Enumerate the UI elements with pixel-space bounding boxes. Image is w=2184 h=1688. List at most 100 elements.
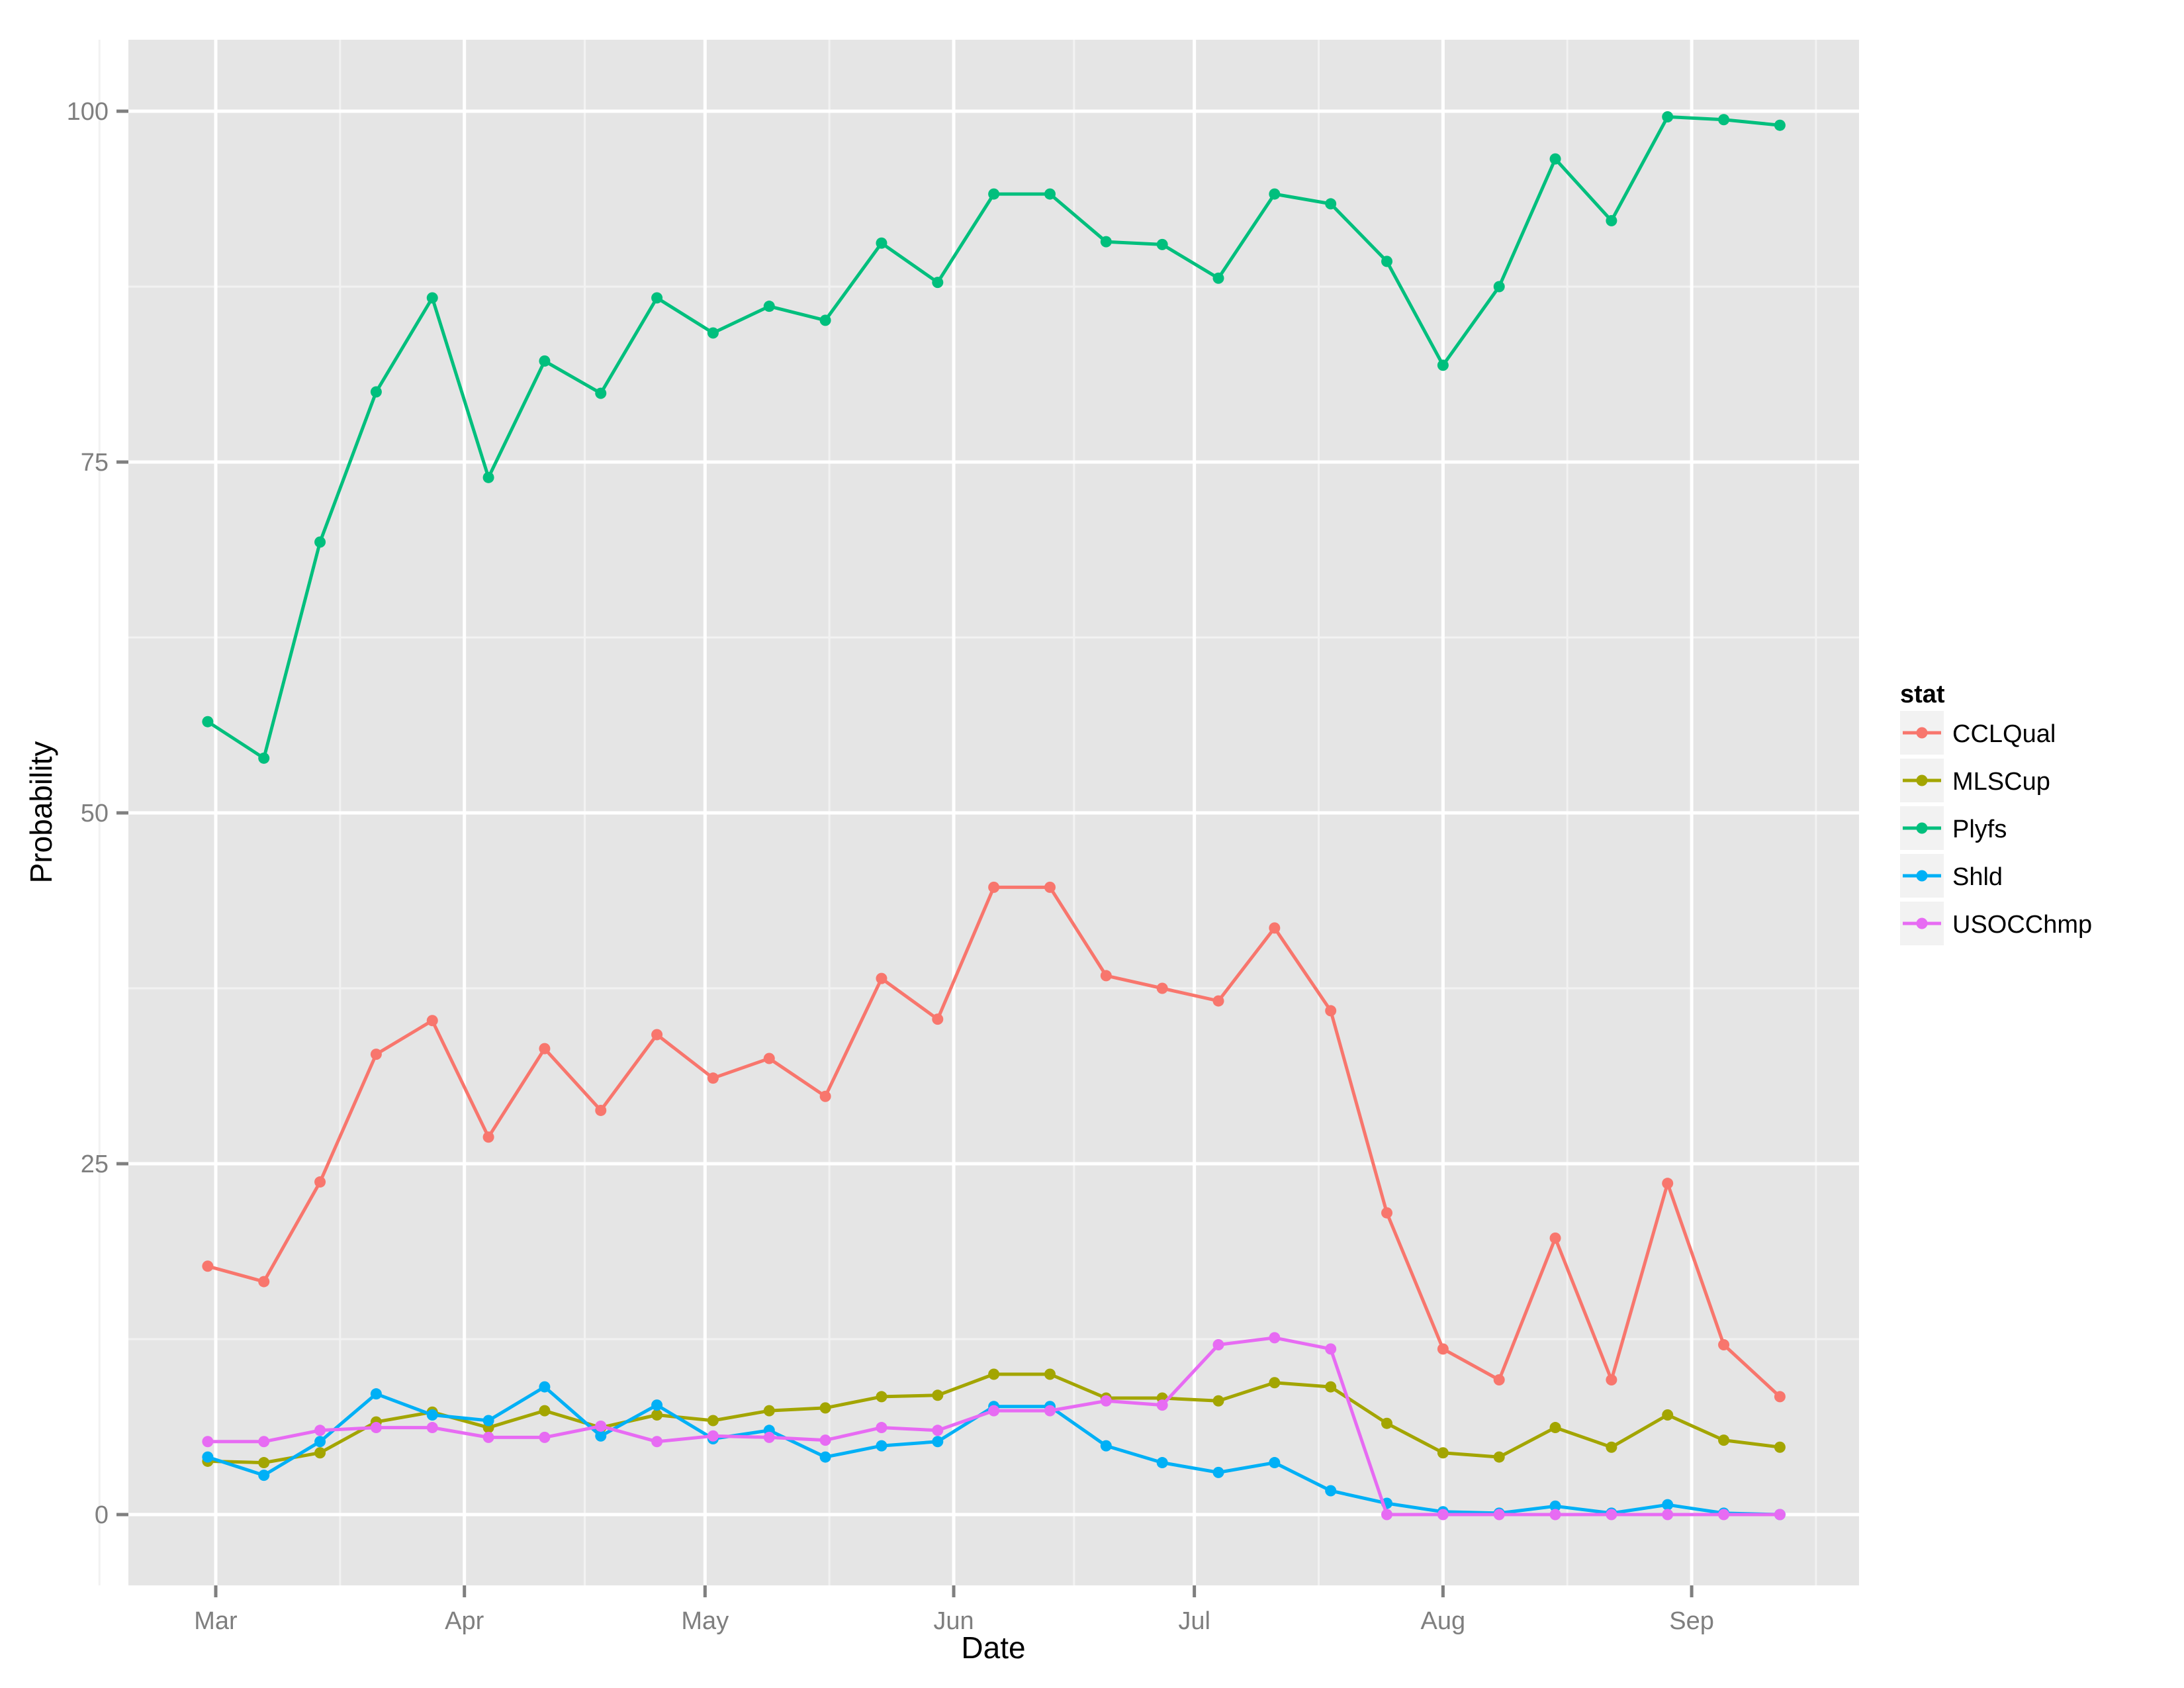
data-point: [1549, 153, 1561, 165]
data-point: [819, 1434, 831, 1446]
data-point: [482, 1131, 494, 1143]
data-point: [763, 1431, 775, 1443]
data-point: [202, 1436, 214, 1448]
data-point: [707, 327, 719, 339]
data-point: [539, 1381, 551, 1393]
x-axis-title: Date: [961, 1630, 1025, 1665]
data-point: [707, 1072, 719, 1084]
data-point: [1325, 198, 1337, 210]
legend-key-point: [1916, 774, 1928, 786]
data-point: [1100, 970, 1112, 982]
data-point: [258, 1457, 270, 1469]
data-point: [876, 972, 887, 984]
data-point: [202, 716, 214, 727]
data-point: [988, 1405, 1000, 1417]
data-point: [1662, 1409, 1674, 1421]
data-point: [1156, 1457, 1168, 1469]
y-axis-title: Probability: [24, 741, 58, 884]
data-point: [1774, 1509, 1786, 1521]
y-axis: 0 25 50 75 100: [67, 98, 128, 1529]
y-tick-label: 0: [95, 1501, 109, 1529]
data-point: [1381, 1207, 1393, 1219]
x-tick-label: Jun: [933, 1607, 974, 1635]
legend-label: Plyfs: [1952, 816, 2007, 843]
legend-label: USOCChmp: [1952, 911, 2092, 939]
legend-item-usocchmp: USOCChmp: [1900, 902, 2092, 945]
data-point: [763, 301, 775, 312]
data-point: [426, 292, 438, 304]
data-point: [763, 1405, 775, 1417]
x-tick-label: Aug: [1421, 1607, 1466, 1635]
data-point: [1325, 1005, 1337, 1017]
data-point: [539, 1405, 551, 1417]
legend-key-point: [1916, 727, 1928, 739]
data-point: [1774, 1441, 1786, 1453]
data-point: [1269, 188, 1281, 200]
legend-key-point: [1916, 870, 1928, 882]
data-point: [1662, 1509, 1674, 1521]
data-point: [1493, 1509, 1505, 1521]
data-point: [1044, 1405, 1056, 1417]
data-point: [1156, 982, 1168, 994]
data-point: [595, 1420, 607, 1432]
data-point: [258, 1470, 270, 1481]
data-point: [314, 1425, 326, 1436]
data-point: [1212, 272, 1224, 284]
data-point: [1606, 214, 1617, 226]
data-point: [1774, 119, 1786, 131]
legend-item-cclqual: CCLQual: [1900, 711, 2056, 755]
legend-item-shld: Shld: [1900, 854, 2003, 898]
data-point: [1269, 1377, 1281, 1389]
data-point: [819, 1090, 831, 1102]
data-point: [1381, 1417, 1393, 1429]
data-point: [258, 1436, 270, 1448]
data-point: [482, 471, 494, 483]
series-plyfs: [202, 111, 1786, 764]
data-point: [932, 277, 944, 289]
data-point: [1100, 1395, 1112, 1407]
x-tick-label: Jul: [1178, 1607, 1210, 1635]
data-point: [1549, 1232, 1561, 1244]
data-point: [932, 1013, 944, 1025]
data-point: [1269, 1332, 1281, 1344]
data-point: [707, 1430, 719, 1442]
data-point: [370, 1049, 382, 1060]
data-point: [258, 1276, 270, 1288]
data-point: [482, 1431, 494, 1443]
data-point: [1212, 1338, 1224, 1350]
data-point: [1100, 1440, 1112, 1452]
data-point: [1325, 1381, 1337, 1393]
data-point: [1212, 995, 1224, 1007]
x-axis: Mar Apr May Jun Jul Aug Sep: [194, 1585, 1714, 1635]
data-point: [988, 188, 1000, 200]
data-point: [1269, 1457, 1281, 1469]
data-point: [1156, 238, 1168, 250]
data-point: [539, 1043, 551, 1055]
data-point: [1437, 359, 1449, 371]
data-point: [819, 314, 831, 326]
x-tick-label: May: [681, 1607, 729, 1635]
data-point: [1212, 1395, 1224, 1407]
legend-label: CCLQual: [1952, 720, 2056, 748]
x-tick-label: Mar: [194, 1607, 238, 1635]
data-point: [1437, 1447, 1449, 1459]
data-point: [1493, 1451, 1505, 1463]
data-point: [651, 1436, 663, 1448]
data-point: [314, 1176, 326, 1188]
data-point: [539, 1431, 551, 1443]
data-point: [370, 1422, 382, 1434]
data-point: [1662, 1499, 1674, 1511]
y-tick-label: 50: [81, 800, 109, 827]
data-point: [314, 536, 326, 548]
data-point: [202, 1260, 214, 1272]
data-point: [1718, 1338, 1730, 1350]
data-point: [1325, 1485, 1337, 1497]
legend-label: MLSCup: [1952, 768, 2050, 796]
data-point: [1493, 281, 1505, 293]
data-point: [819, 1402, 831, 1414]
data-point: [651, 1399, 663, 1411]
data-point: [202, 1451, 214, 1463]
data-point: [1549, 1422, 1561, 1434]
legend-item-mlscup: MLSCup: [1900, 759, 2050, 802]
data-point: [1606, 1441, 1617, 1453]
